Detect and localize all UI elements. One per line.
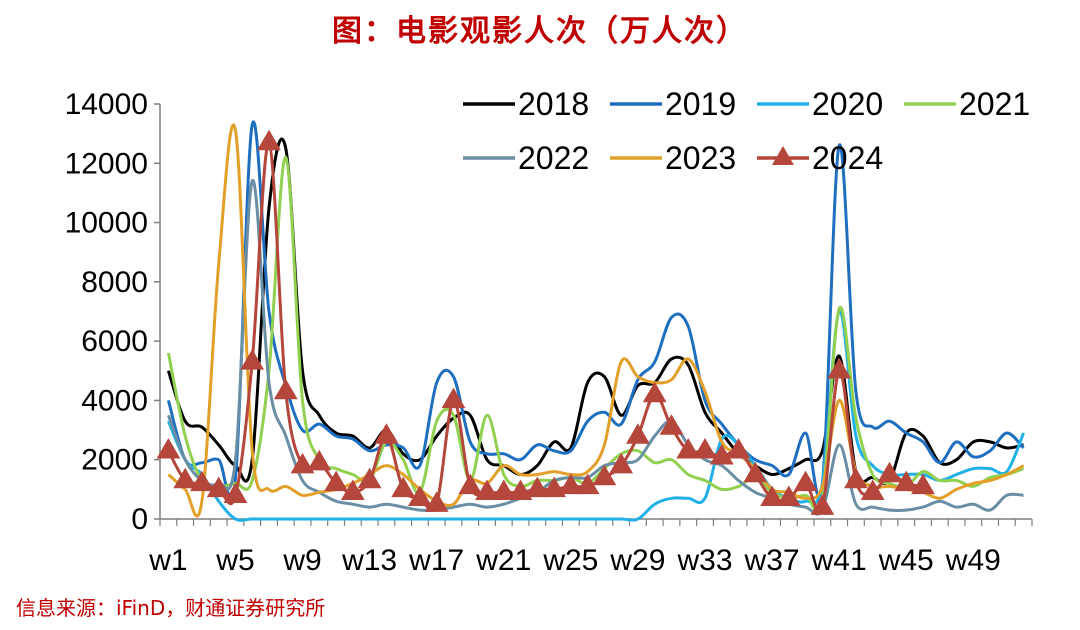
legend-item-2024: 2024	[757, 140, 883, 176]
data-point-2024-w28	[609, 452, 634, 474]
series-layer	[156, 120, 1025, 522]
data-point-2024-w46	[911, 473, 935, 495]
x-tick-label: w17	[408, 544, 464, 577]
x-tick-label: w45	[878, 544, 934, 577]
x-tick-label: w25	[542, 544, 598, 577]
data-point-2024-w5	[223, 482, 248, 503]
data-point-2024-w8	[273, 378, 298, 400]
source-note: 信息来源：iFinD，财通证券研究所	[16, 596, 326, 620]
x-tick-label: w29	[609, 544, 665, 577]
data-point-2024-w35	[726, 438, 751, 459]
data-point-2024-w17	[424, 491, 449, 512]
legend-label: 2024	[812, 140, 883, 176]
x-tick-label: w21	[475, 544, 531, 577]
data-point-2024-w36	[743, 461, 768, 483]
data-point-2024-w29	[626, 423, 650, 444]
data-point-2024-w23	[525, 476, 550, 498]
data-point-2024-w9	[290, 452, 315, 474]
x-tick-label: w1	[148, 544, 187, 577]
x-tick-label: w33	[676, 544, 732, 577]
data-point-2024-w20	[475, 479, 499, 500]
y-tick-label: 2000	[81, 444, 148, 477]
data-point-2024-w18	[441, 387, 466, 409]
data-point-2024-w34	[709, 444, 734, 465]
series-line-2021	[166, 155, 1025, 513]
data-point-2024-w44	[877, 461, 902, 483]
data-point-2024-w26	[575, 473, 600, 495]
legend-item-2020: 2020	[757, 86, 883, 122]
data-point-2024-w10	[307, 449, 332, 471]
y-tick-label: 14000	[65, 88, 148, 121]
data-point-2024-w22	[508, 479, 533, 500]
legend-label: 2019	[665, 86, 736, 122]
legend-item-2021: 2021	[904, 86, 1030, 122]
axes: 0 2000 4000 6000 8000 10000 12000 14000 w1 w5 w9 w1…	[65, 88, 1033, 577]
legend-label: 2021	[959, 86, 1030, 122]
data-point-2024-w33	[693, 438, 717, 459]
x-tick-label: w9	[282, 544, 321, 577]
x-tick-label: w5	[215, 544, 254, 577]
data-point-2024-w19	[458, 473, 483, 495]
series-2020	[167, 309, 1025, 522]
series-line-2020	[167, 309, 1025, 522]
legend-item-2022: 2022	[463, 140, 589, 176]
legend-label: 2018	[518, 86, 589, 122]
x-tick-label: w37	[744, 544, 800, 577]
y-tick-label: 12000	[65, 147, 148, 180]
data-point-2024-w3	[190, 470, 214, 492]
x-tick-label: w13	[341, 544, 397, 577]
legend-label: 2022	[518, 140, 589, 176]
legend-item-2023: 2023	[610, 140, 736, 176]
data-point-2024-w24	[542, 476, 566, 498]
y-tick-label: 10000	[65, 207, 148, 240]
data-point-2024-w25	[558, 473, 583, 495]
legend-item-2019: 2019	[610, 86, 736, 122]
data-point-2024-w2	[173, 467, 198, 489]
y-tick-label: 4000	[81, 384, 148, 417]
data-point-2024-w41	[827, 358, 852, 379]
data-point-2024-w40	[810, 494, 835, 515]
y-tick-label: 8000	[81, 266, 148, 299]
chart-title: 图：电影观影人次（万人次）	[332, 14, 748, 49]
data-point-2024-w38	[776, 485, 801, 506]
data-point-2024-w13	[357, 467, 382, 489]
y-tick-label: 0	[131, 503, 148, 536]
data-point-2024-w21	[491, 479, 516, 500]
data-point-2024-w1	[156, 438, 181, 459]
series-line-2022	[166, 179, 1024, 516]
data-point-2024-w15	[391, 476, 416, 498]
legend-label: 2020	[812, 86, 883, 122]
data-point-2024-w27	[592, 464, 617, 486]
data-point-2024-w6	[240, 349, 265, 370]
series-2022	[166, 179, 1024, 516]
legend: 2018 2019 2020 2021 2022 2023 2024	[463, 86, 1030, 176]
data-point-2024-w43	[860, 479, 885, 500]
data-point-2024-w42	[844, 467, 868, 489]
data-point-2024-w45	[894, 470, 919, 492]
data-point-2024-w11	[324, 470, 348, 492]
data-point-2024-w39	[793, 470, 818, 492]
data-point-2024-w16	[408, 485, 432, 506]
data-point-2024-w30	[642, 381, 667, 403]
legend-marker	[772, 146, 794, 165]
legend-label: 2023	[665, 140, 736, 176]
data-point-2024-w7	[257, 129, 281, 151]
series-2024	[156, 129, 935, 515]
data-point-2024-w32	[676, 438, 701, 459]
y-tick-label: 6000	[81, 325, 148, 358]
legend-item-2018: 2018	[463, 86, 589, 122]
series-2021	[166, 155, 1025, 513]
data-point-2024-w14	[374, 423, 399, 444]
data-point-2024-w37	[760, 485, 784, 506]
data-point-2024-w12	[340, 479, 365, 500]
x-tick-label: w41	[811, 544, 867, 577]
x-tick-label: w49	[945, 544, 1001, 577]
data-point-2024-w31	[659, 414, 684, 435]
line-chart: 0 2000 4000 6000 8000 10000 12000 14000 w1 w5 w9 w1…	[65, 86, 1033, 577]
data-point-2024-w4	[206, 476, 231, 498]
